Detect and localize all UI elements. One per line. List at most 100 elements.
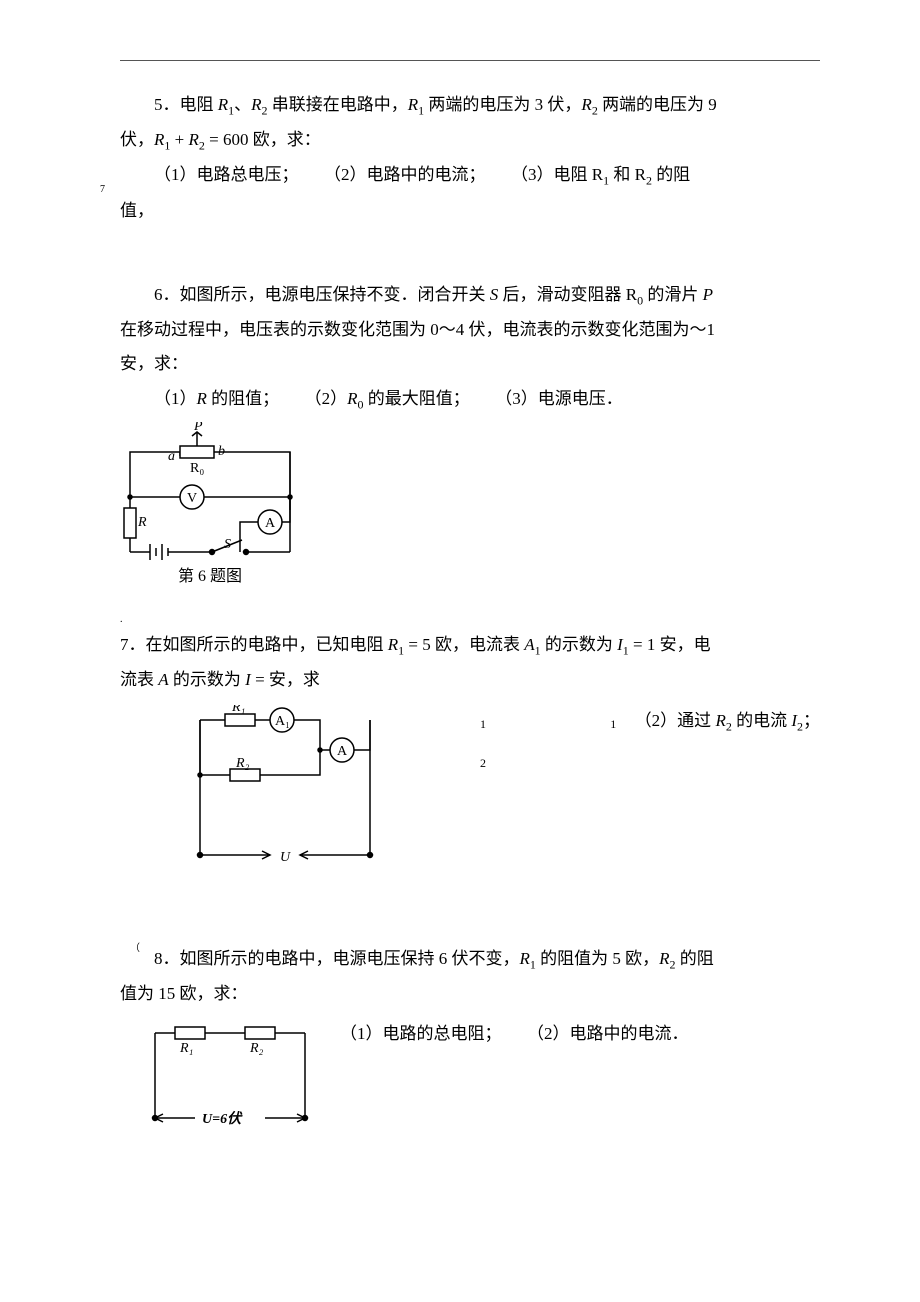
q6-fig-P: P (193, 422, 203, 434)
q7-line1: 7．在如图所示的电路中，已知电阻 R1 = 5 欧，电流表 A1 的示数为 I1… (120, 629, 820, 662)
q5-plus: + (170, 130, 188, 149)
q6-pb-pre: （2） (305, 389, 348, 408)
q7-line2: 流表 A 的示数为 I = 安，求 (120, 664, 820, 696)
q6-fig-A: A (265, 516, 276, 531)
q5-pa: （1）电路总电压； (154, 165, 299, 184)
q6-fig-S: S (224, 537, 231, 552)
q7-R1: R (388, 635, 398, 654)
q8-fig-R1: R₁ (179, 1041, 193, 1056)
q8-figure: R₁ R₂ U=6伏 (140, 1018, 310, 1138)
q7-row: R₁ R₂ A₁ A U （2）通过 R2 的电流 I2； 1 1 2 (120, 699, 820, 893)
q5-eqtail: = 600 欧，求： (205, 130, 321, 149)
q7-t6: 的示数为 (169, 670, 246, 689)
q5-pc-t: 的阻 (652, 165, 690, 184)
q6-circuit-svg: P a b R₀ V A R S (120, 422, 300, 562)
q7-m1a: 1 (480, 713, 486, 736)
q7-fig-R1: R₁ (231, 705, 245, 715)
q7-right-block: （2）通过 R2 的电流 I2； 1 1 2 (380, 699, 820, 778)
q7-t2: = 5 欧，电流表 (404, 635, 524, 654)
q6-fig-R0: R₀ (190, 461, 204, 476)
q6-line3: 安，求： (120, 348, 820, 380)
q7-fig-A: A (337, 744, 348, 759)
q8-fig-U: U=6伏 (202, 1110, 243, 1127)
q7-p2-post: ； (803, 711, 820, 730)
q8-t3: 的阻 (676, 949, 714, 968)
q7-A: A (158, 670, 168, 689)
q7-figure: R₁ R₂ A₁ A U (180, 705, 380, 875)
q5-pc-m: 和 R (609, 165, 646, 184)
q7-m1b: 1 (610, 713, 616, 736)
q6-pc: （3）电源电压． (495, 389, 623, 408)
q8-right: （1）电路的总电阻； （2）电路中的电流． (310, 1012, 820, 1050)
q5-R1b: R (408, 95, 418, 114)
q6-pa-R: R (197, 389, 207, 408)
q6-line2: 在移动过程中，电压表的示数变化范围为 0～4 伏，电流表的示数变化范围为～1 (120, 314, 820, 346)
q6-pb-R: R (347, 389, 357, 408)
q6-S: S (490, 285, 499, 304)
q6-fig-R: R (137, 515, 147, 530)
top-rule (120, 60, 820, 61)
q6-figure: P a b R₀ V A R S 第 6 题图 (120, 422, 300, 592)
q5-t1: 5．电阻 (154, 95, 218, 114)
q7-t1: 7．在如图所示的电路中，已知电阻 (120, 635, 388, 654)
q7-A1: A (524, 635, 534, 654)
q8-row: R₁ R₂ U=6伏 （1）电路的总电阻； （2）电路中的电流． (120, 1012, 820, 1156)
q5-pc: （3）电阻 R (511, 165, 603, 184)
q5-t2: 、 (234, 95, 251, 114)
q5-eqR2: R (188, 130, 198, 149)
q7-t4: = 1 安，电 (629, 635, 711, 654)
q7-t3: 的示数为 (541, 635, 618, 654)
q8-R2: R (659, 949, 669, 968)
q7-circuit-svg: R₁ R₂ A₁ A U (180, 705, 390, 875)
q5-t3: 串联接在电路中， (268, 95, 408, 114)
q8-footnote: （ (130, 939, 140, 958)
q8-t2: 的阻值为 5 欧， (536, 949, 659, 968)
q7-t7: = 安，求 (251, 670, 320, 689)
q6-fig-b: b (218, 444, 225, 459)
q5-line4: 值， (120, 195, 820, 227)
q6-parts: （1）R 的阻值； （2）R0 的最大阻值； （3）电源电压． (120, 383, 820, 416)
q5-R2b: R (581, 95, 591, 114)
q7-p2-pre: （2）通过 (635, 711, 716, 730)
q5-footnote: 7 (100, 180, 105, 199)
q5-t6: 伏， (120, 130, 154, 149)
q8-R1: R (520, 949, 530, 968)
q7-p2-mid: 的电流 (732, 711, 792, 730)
q7-p2-R: R (715, 711, 725, 730)
q5-line1: 5．电阻 R1、R2 串联接在电路中，R1 两端的电压为 3 伏，R2 两端的电… (120, 89, 820, 122)
q6-fig-V: V (187, 491, 197, 506)
q5-R1: R (218, 95, 228, 114)
q7-t5: 流表 (120, 670, 158, 689)
q6-t3: 的滑片 (643, 285, 703, 304)
q6-pa-post: 的阻值； (207, 389, 279, 408)
q6-fig-a: a (168, 449, 175, 464)
q5-R2: R (251, 95, 261, 114)
q8-line1: 8．如图所示的电路中，电源电压保持 6 伏不变，R1 的阻值为 5 欧，R2 的… (120, 943, 820, 976)
q8-pa: （1）电路的总电阻； (340, 1024, 502, 1043)
q8-pb: （2）电路中的电流． (527, 1024, 689, 1043)
q6-t1: 6．如图所示，电源电压保持不变．闭合开关 (154, 285, 490, 304)
q5-line2: 伏，R1 + R2 = 600 欧，求： (120, 124, 820, 157)
q8-fig-R2: R₂ (249, 1041, 264, 1056)
q5-pb: （2）电路中的电流； (324, 165, 486, 184)
q5-t4: 两端的电压为 3 伏， (424, 95, 581, 114)
q7-fig-U: U (280, 850, 291, 865)
q8-line2: 值为 15 欧，求： (120, 978, 820, 1010)
q7-fig-R2: R₂ (235, 756, 250, 771)
q6-pb-post: 的最大阻值； (364, 389, 470, 408)
q7-fig-A1: A₁ (275, 714, 290, 729)
q6-caption: 第 6 题图 (120, 562, 300, 592)
q5-eqR1: R (154, 130, 164, 149)
q5-parts: （1）电路总电压； （2）电路中的电流； （3）电阻 R1 和 R2 的阻 (120, 159, 820, 192)
q6-line1: 6．如图所示，电源电压保持不变．闭合开关 S 后，滑动变阻器 R0 的滑片 P (120, 279, 820, 312)
q5-t5: 两端的电压为 9 (598, 95, 717, 114)
q7-m2: 2 (480, 752, 486, 775)
page: 5．电阻 R1、R2 串联接在电路中，R1 两端的电压为 3 伏，R2 两端的电… (0, 0, 920, 1302)
q6-P: P (703, 285, 713, 304)
q6-footnote: . (120, 610, 820, 629)
q8-t1: 8．如图所示的电路中，电源电压保持 6 伏不变， (154, 949, 520, 968)
q6-t2: 后，滑动变阻器 R (498, 285, 637, 304)
q8-circuit-svg: R₁ R₂ U=6伏 (140, 1018, 320, 1138)
q6-pa-pre: （1） (154, 389, 197, 408)
q7-part2: （2）通过 R2 的电流 I2； (635, 705, 820, 738)
